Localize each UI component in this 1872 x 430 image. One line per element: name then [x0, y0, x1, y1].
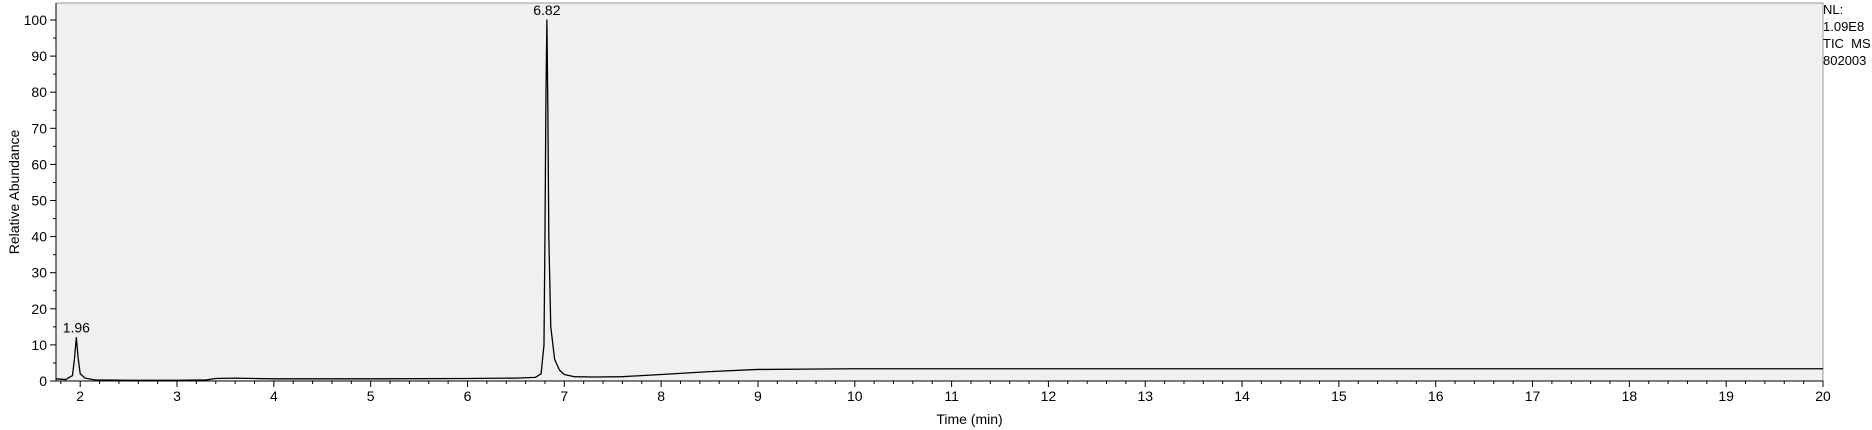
x-tick-label: 8: [657, 388, 665, 404]
x-tick-label: 3: [173, 388, 181, 404]
y-tick-label: 100: [24, 12, 48, 28]
x-tick-label: 19: [1718, 388, 1734, 404]
x-tick-label: 4: [270, 388, 278, 404]
x-tick-label: 7: [560, 388, 568, 404]
x-tick-label: 9: [754, 388, 762, 404]
y-tick-label: 30: [31, 265, 47, 281]
x-tick-label: 5: [367, 388, 375, 404]
peak-labels: 1.96 6.82: [63, 2, 561, 336]
normalization-info: NL: 1.09E8 TIC MS 802003: [1823, 2, 1871, 68]
y-axis: 0 10 20 30 40 50 60 70 80 90 100: [24, 3, 57, 389]
x-axis-title: Time (min): [936, 411, 1002, 427]
x-axis: 2 3 4 5 6 7 8 9 10 11 12 13 14 15 16 17 18 19 20: [56, 380, 1831, 404]
x-tick-label: 20: [1815, 388, 1831, 404]
y-tick-label: 70: [31, 120, 47, 136]
x-tick-label: 14: [1234, 388, 1250, 404]
info-file-id: 802003: [1823, 53, 1866, 68]
x-tick-label: 6: [464, 388, 472, 404]
tic-trace-line: [55, 19, 1823, 381]
y-axis-title: Relative Abundance: [6, 130, 22, 255]
x-tick-label: 17: [1525, 388, 1541, 404]
y-tick-label: 0: [39, 373, 47, 389]
info-scan-filter: TIC MS: [1823, 36, 1871, 51]
info-nl-label: NL:: [1823, 2, 1843, 17]
x-tick-label: 12: [1041, 388, 1057, 404]
y-tick-label: 60: [31, 156, 47, 172]
peak-label: 6.82: [533, 2, 560, 18]
info-nl-value: 1.09E8: [1823, 19, 1864, 34]
x-tick-label: 18: [1622, 388, 1638, 404]
y-tick-label: 20: [31, 301, 47, 317]
peak-label: 1.96: [63, 320, 90, 336]
y-tick-label: 10: [31, 337, 47, 353]
x-tick-label: 10: [847, 388, 863, 404]
y-tick-label: 40: [31, 229, 47, 245]
x-tick-label: 13: [1137, 388, 1153, 404]
y-tick-label: 50: [31, 193, 47, 209]
y-tick-label: 80: [31, 84, 47, 100]
x-tick-label: 16: [1428, 388, 1444, 404]
x-tick-label: 15: [1331, 388, 1347, 404]
y-tick-label: 90: [31, 48, 47, 64]
x-tick-label: 2: [76, 388, 84, 404]
plot-area: [55, 2, 1824, 382]
x-tick-label: 11: [944, 388, 959, 404]
